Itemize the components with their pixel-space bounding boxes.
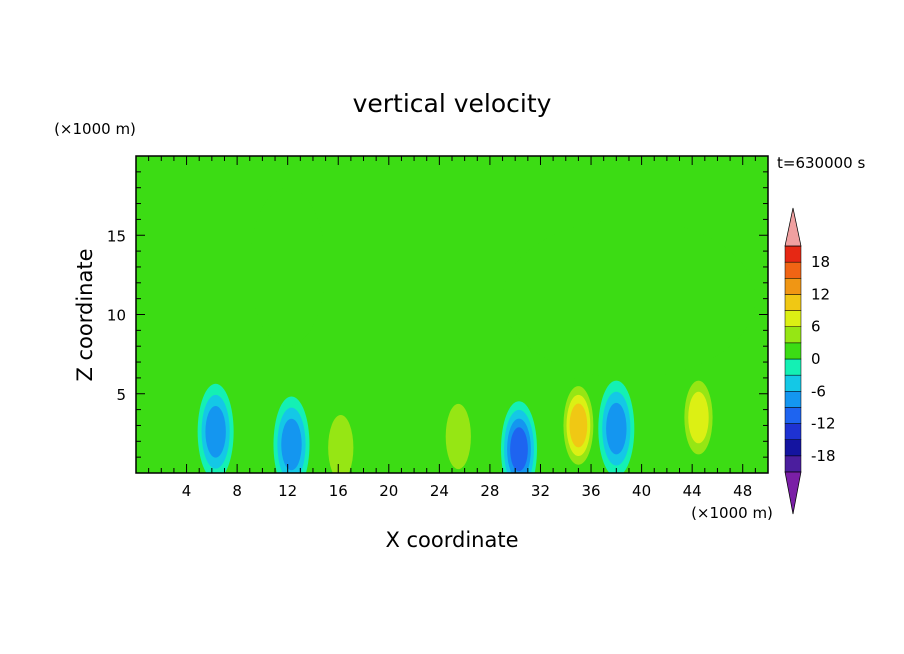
y-tick-label: 15 [107,227,126,245]
colorbar-tick-label: 0 [811,350,821,368]
x-tick-label: 48 [733,482,752,500]
x-axis-label: X coordinate [385,528,518,552]
downdraft-core [281,418,302,471]
colorbar-bin [784,407,802,424]
x-tick-label: 4 [182,482,192,500]
y-tick-label: 10 [107,307,126,325]
x-tick-label: 28 [480,482,499,500]
contour-field [136,156,768,473]
colorbar-bin [784,423,802,440]
x-tick-label: 44 [683,482,702,500]
colorbar-bin [784,245,802,263]
colorbar-bin [784,294,802,311]
colorbar-bin [784,278,802,295]
downdraft-core [510,427,528,472]
colorbar-tick-label: -12 [811,415,836,433]
x-tick-label: 24 [430,482,449,500]
colorbar-bin [784,391,802,408]
x-tick-label: 20 [379,482,398,500]
downdraft-core [205,406,226,458]
updraft-core [445,403,471,470]
x-tick-label: 12 [278,482,297,500]
x-tick-label: 40 [632,482,651,500]
x-tick-labels: 4 8 12 16 20 24 28 32 36 40 44 48 [182,482,752,500]
colorbar-labels: 18 12 6 0 -6 -12 -18 [811,253,836,465]
colorbar-bin [784,342,802,360]
updraft-core [688,391,709,444]
updraft-region [502,219,756,378]
axis-ticks [135,155,769,474]
downdraft-core [606,402,627,455]
y-tick-label: 5 [116,386,126,404]
colorbar-bin [784,310,802,327]
colorbar [784,207,802,515]
x-tick-label: 8 [232,482,242,500]
colorbar-bin [784,261,802,279]
updraft-region [249,187,326,347]
colorbar-tick-label: 12 [811,285,830,303]
x-tick-label: 16 [329,482,348,500]
colorbar-bin [784,455,802,473]
colorbar-min-arrow [784,471,802,515]
colorbar-bin [784,326,802,344]
y-unit-label: (×1000 m) [54,120,136,138]
chart-title: vertical velocity [353,89,552,118]
colorbar-bin [784,374,802,392]
colorbar-tick-label: -18 [811,447,836,465]
colorbar-tick-label: 18 [811,253,830,271]
time-label: t=630000 s [777,154,865,172]
colorbar-max-arrow [784,207,802,247]
colorbar-bin [784,358,802,376]
x-tick-label: 36 [581,482,600,500]
colorbar-tick-label: -6 [811,382,826,400]
updraft-core [328,415,354,473]
colorbar-tick-label: 6 [811,318,821,336]
x-unit-label: (×1000 m) [691,504,773,522]
x-tick-label: 32 [531,482,550,500]
updraft-core [569,403,588,448]
y-tick-labels: 5 10 15 [107,227,126,404]
colorbar-bin [784,439,802,457]
y-axis-label: Z coordinate [73,248,97,381]
